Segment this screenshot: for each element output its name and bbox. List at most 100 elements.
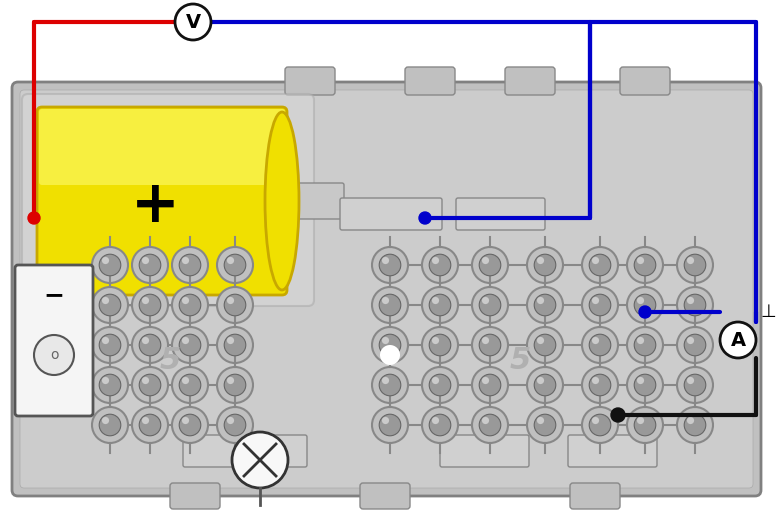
Circle shape [534, 374, 556, 396]
Circle shape [479, 254, 500, 276]
FancyBboxPatch shape [183, 435, 307, 467]
Circle shape [687, 337, 694, 344]
Text: A: A [730, 331, 745, 349]
Circle shape [687, 417, 694, 424]
Text: +: + [131, 176, 179, 233]
Circle shape [99, 374, 120, 396]
Circle shape [527, 327, 563, 363]
Circle shape [634, 414, 656, 436]
Circle shape [224, 334, 246, 356]
Circle shape [677, 287, 713, 323]
Circle shape [179, 414, 201, 436]
FancyBboxPatch shape [285, 67, 335, 95]
Circle shape [172, 327, 208, 363]
Circle shape [179, 334, 201, 356]
Ellipse shape [265, 112, 299, 290]
Circle shape [627, 327, 663, 363]
Circle shape [28, 212, 40, 224]
Circle shape [172, 287, 208, 323]
Circle shape [139, 254, 161, 276]
Circle shape [34, 335, 74, 375]
Circle shape [537, 377, 544, 384]
Circle shape [382, 377, 389, 384]
Circle shape [684, 294, 706, 316]
Circle shape [637, 377, 644, 384]
Circle shape [224, 414, 246, 436]
Circle shape [537, 337, 544, 344]
Circle shape [224, 294, 246, 316]
Circle shape [634, 254, 656, 276]
Circle shape [687, 257, 694, 264]
FancyBboxPatch shape [39, 109, 285, 185]
Circle shape [432, 297, 439, 304]
Circle shape [684, 414, 706, 436]
Circle shape [139, 294, 161, 316]
Circle shape [172, 367, 208, 403]
Circle shape [92, 407, 128, 443]
Circle shape [372, 407, 408, 443]
Circle shape [99, 334, 120, 356]
Circle shape [372, 287, 408, 323]
Circle shape [677, 407, 713, 443]
FancyBboxPatch shape [570, 483, 620, 509]
Circle shape [482, 257, 489, 264]
Circle shape [627, 287, 663, 323]
FancyBboxPatch shape [568, 435, 657, 467]
Circle shape [429, 254, 450, 276]
Circle shape [132, 407, 168, 443]
Circle shape [589, 414, 611, 436]
Circle shape [227, 337, 234, 344]
Circle shape [217, 247, 253, 283]
Circle shape [482, 297, 489, 304]
FancyBboxPatch shape [505, 67, 555, 95]
Circle shape [142, 377, 149, 384]
Circle shape [182, 377, 189, 384]
Circle shape [582, 327, 618, 363]
Circle shape [99, 414, 120, 436]
Circle shape [182, 337, 189, 344]
Circle shape [582, 287, 618, 323]
Circle shape [379, 254, 401, 276]
Circle shape [132, 287, 168, 323]
Circle shape [589, 334, 611, 356]
Circle shape [472, 287, 508, 323]
Circle shape [139, 414, 161, 436]
Circle shape [472, 367, 508, 403]
Circle shape [179, 294, 201, 316]
Circle shape [102, 257, 109, 264]
FancyBboxPatch shape [22, 94, 314, 306]
FancyBboxPatch shape [170, 483, 220, 509]
Circle shape [479, 334, 500, 356]
Circle shape [592, 297, 599, 304]
Circle shape [639, 306, 651, 318]
Circle shape [422, 407, 458, 443]
Circle shape [637, 257, 644, 264]
Circle shape [142, 417, 149, 424]
Circle shape [142, 257, 149, 264]
Circle shape [634, 374, 656, 396]
FancyBboxPatch shape [440, 435, 529, 467]
Circle shape [172, 247, 208, 283]
Circle shape [179, 374, 201, 396]
Circle shape [677, 327, 713, 363]
Circle shape [382, 337, 389, 344]
Circle shape [637, 337, 644, 344]
Circle shape [227, 257, 234, 264]
Circle shape [684, 254, 706, 276]
FancyBboxPatch shape [405, 67, 455, 95]
Circle shape [637, 297, 644, 304]
Circle shape [537, 297, 544, 304]
Circle shape [372, 247, 408, 283]
Circle shape [589, 374, 611, 396]
Circle shape [627, 407, 663, 443]
Circle shape [479, 414, 500, 436]
Circle shape [432, 337, 439, 344]
Circle shape [182, 257, 189, 264]
Circle shape [142, 297, 149, 304]
Circle shape [227, 377, 234, 384]
Circle shape [684, 334, 706, 356]
Circle shape [429, 374, 450, 396]
Circle shape [637, 417, 644, 424]
Circle shape [687, 297, 694, 304]
Circle shape [227, 417, 234, 424]
